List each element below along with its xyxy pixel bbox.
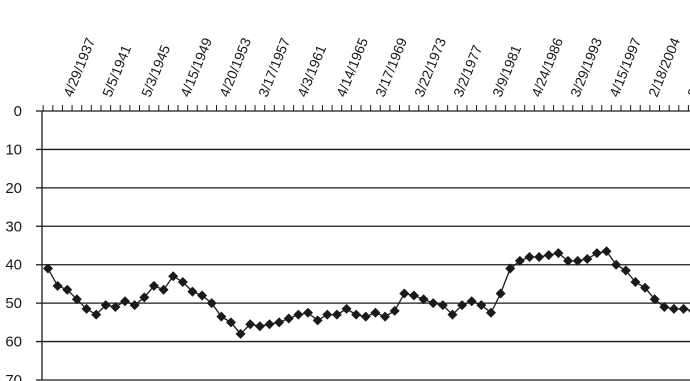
y-tick-label-50: 50 <box>5 295 22 312</box>
y-tick-label-10: 10 <box>5 141 22 158</box>
x-tick-label: 5/3/1945 <box>138 42 173 99</box>
data-point <box>81 303 92 314</box>
data-point <box>380 311 391 322</box>
data-point <box>71 294 82 305</box>
data-point <box>630 277 641 288</box>
data-point <box>659 301 670 312</box>
data-point <box>457 300 468 311</box>
data-point <box>408 290 419 301</box>
data-point <box>245 319 256 330</box>
data-point <box>158 284 169 295</box>
data-point <box>100 300 111 311</box>
data-point <box>428 298 439 309</box>
data-point <box>591 248 602 259</box>
data-point <box>322 309 333 320</box>
data-point <box>572 255 583 266</box>
x-axis-tick-labels: 4/29/1937 5/5/1941 5/3/1945 4/15/1949 4/20/1… <box>60 35 690 99</box>
y-tick-label-40: 40 <box>5 257 22 274</box>
data-point <box>668 303 679 314</box>
data-point <box>418 294 429 305</box>
y-tick-label-20: 20 <box>5 180 22 197</box>
data-point <box>389 305 400 316</box>
data-point <box>611 259 622 270</box>
data-point <box>341 303 352 314</box>
data-point <box>640 282 651 293</box>
data-point <box>197 290 208 301</box>
data-point <box>312 315 323 326</box>
x-axis-minor-ticks <box>42 105 689 111</box>
x-tick-label: 4/14/1965 <box>333 35 371 99</box>
data-point <box>476 300 487 311</box>
data-point <box>225 317 236 328</box>
data-point <box>447 309 458 320</box>
data-point <box>678 303 689 314</box>
x-tick-label: 4/29/1937 <box>60 35 98 99</box>
x-tick-label: 3/9/1981 <box>489 42 524 99</box>
data-point <box>485 307 496 318</box>
data-point <box>264 319 275 330</box>
data-point <box>43 263 53 274</box>
x-tick-label: 5/5/1941 <box>99 42 134 99</box>
x-tick-label: 3/29/1993 <box>567 35 605 99</box>
data-point <box>177 277 188 288</box>
data-point <box>466 296 477 307</box>
x-tick-label: 2/18/2004 <box>645 35 683 99</box>
data-point <box>351 309 362 320</box>
data-point <box>187 286 198 297</box>
x-tick-label: 3/22/1973 <box>411 35 449 99</box>
y-tick-label-30: 30 <box>5 218 22 235</box>
data-point <box>110 301 121 312</box>
y-tick-label-0: 0 <box>14 103 22 120</box>
data-point <box>495 288 506 299</box>
data-point <box>293 309 304 320</box>
data-point <box>62 284 73 295</box>
x-tick-label: 3/2/1977 <box>450 42 485 99</box>
x-tick-label: 2/26/2008 <box>684 35 690 99</box>
data-point <box>206 298 217 309</box>
x-tick-label: 4/24/1986 <box>528 35 566 99</box>
data-point <box>370 307 381 318</box>
data-point <box>148 280 159 291</box>
data-point <box>129 300 140 311</box>
data-point <box>254 321 265 332</box>
data-point <box>274 317 285 328</box>
data-point <box>553 248 564 259</box>
data-point <box>563 255 574 266</box>
y-axis-tick-labels: 0 10 20 30 40 50 60 70 <box>5 103 22 381</box>
data-point <box>534 252 545 263</box>
data-point <box>399 288 410 299</box>
x-tick-label: 3/17/1957 <box>255 35 293 99</box>
x-tick-label: 3/17/1969 <box>372 35 410 99</box>
data-point <box>649 294 660 305</box>
data-point <box>360 311 371 322</box>
data-point <box>601 246 612 257</box>
data-point <box>524 252 535 263</box>
data-point <box>120 296 131 307</box>
data-point <box>514 255 525 266</box>
data-point <box>620 265 631 276</box>
data-point <box>505 263 516 274</box>
data-point <box>543 250 554 261</box>
data-point <box>303 307 314 318</box>
data-point <box>582 253 593 264</box>
data-point <box>235 328 246 339</box>
y-tick-label-70: 70 <box>5 372 22 381</box>
x-tick-label: 4/20/1953 <box>216 35 254 99</box>
x-tick-label: 4/3/1961 <box>294 42 329 99</box>
data-point <box>216 311 227 322</box>
x-tick-label: 4/15/1949 <box>177 35 215 99</box>
data-point <box>283 313 294 324</box>
data-point <box>52 280 63 291</box>
x-tick-label: 4/15/1997 <box>606 35 644 99</box>
data-point <box>437 300 448 311</box>
data-point <box>168 271 179 282</box>
series-1 <box>43 246 690 339</box>
data-point <box>331 309 342 320</box>
gridlines <box>36 110 690 381</box>
y-tick-label-60: 60 <box>5 334 22 351</box>
data-point <box>91 309 102 320</box>
data-point <box>139 292 150 303</box>
